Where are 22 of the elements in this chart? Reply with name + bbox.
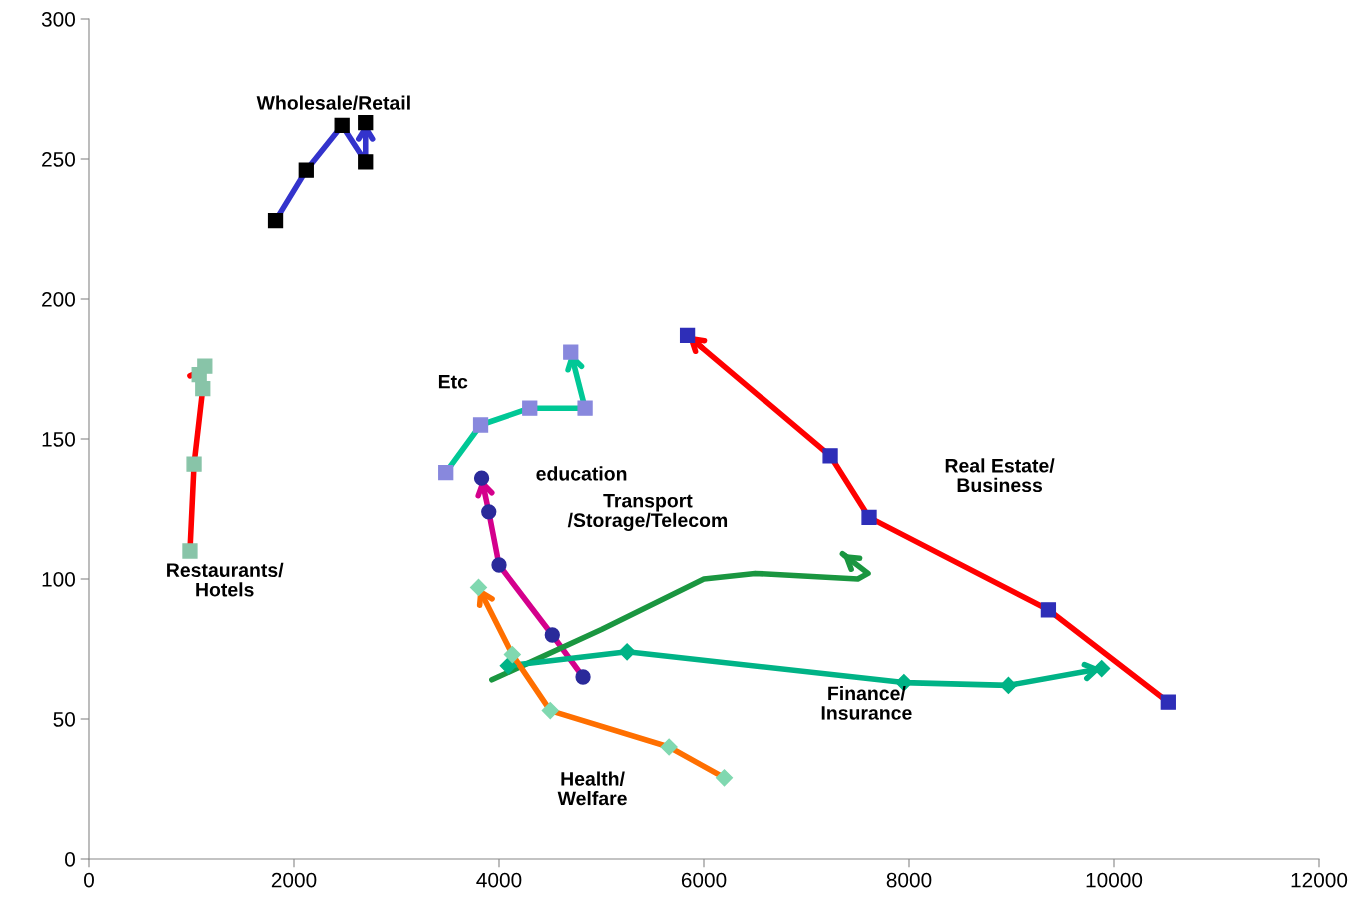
x-tick-label: 12000 — [1291, 872, 1348, 888]
x-tick-label: 10000 — [1086, 872, 1143, 888]
y-tick-label: 300 — [41, 12, 75, 27]
text: Real Estate/ Business — [945, 458, 1055, 493]
x-tick-label: 8000 — [886, 872, 932, 888]
y-tick-label: 250 — [42, 152, 75, 167]
x-tick-label: 4000 — [476, 872, 522, 888]
x-tick-label: 0 — [84, 872, 94, 888]
series-label: Health/ Welfare — [557, 771, 627, 806]
text: education — [536, 466, 627, 481]
series-label: Wholesale/Retail — [256, 95, 410, 110]
series-label: Finance/ Insurance — [821, 685, 912, 720]
y-tick-label: 200 — [42, 292, 75, 307]
y-tick-label: 50 — [53, 712, 75, 727]
x-tick-label: 6000 — [681, 872, 727, 888]
series-label: Restaurants/ Hotels — [167, 562, 284, 597]
text: Transport /Storage/Telecom — [567, 493, 728, 532]
series-label: Etc — [438, 374, 468, 389]
y-tick-label: 0 — [65, 852, 75, 867]
y-tick-label: 150 — [42, 432, 75, 447]
y-tick-label: 100 — [42, 572, 75, 587]
x-tick-label: 2000 — [271, 872, 317, 888]
